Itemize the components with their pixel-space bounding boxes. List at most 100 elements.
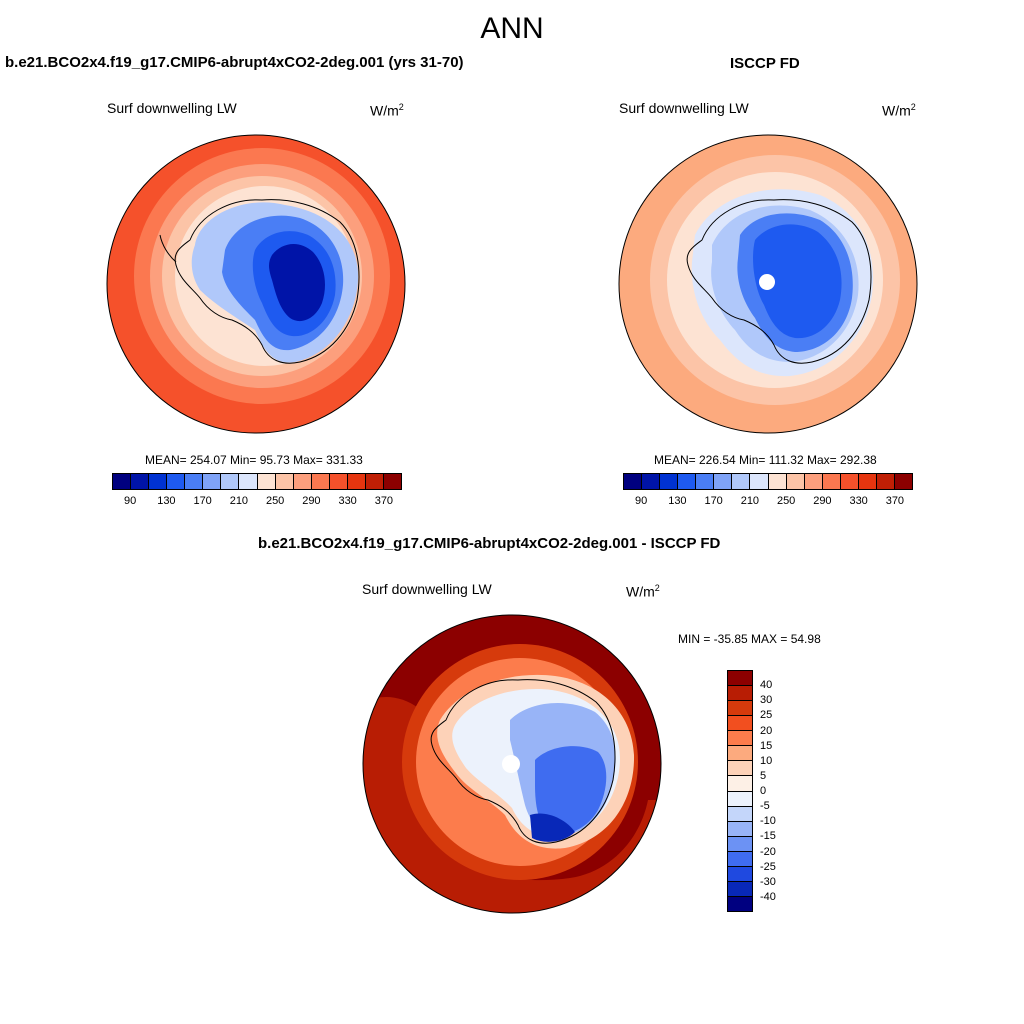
colorbar-tick-label: -30 [760,875,776,888]
panel-3-ice-sheet [535,746,607,834]
panel-3-stats: MIN = -35.85 MAX = 54.98 [678,632,821,646]
panel-2-coastline [686,199,872,364]
colorbar-tick-label: 20 [760,724,773,737]
panel-2-band [650,155,900,405]
colorbar-swatch [804,474,823,489]
panel-1-ice-sheet [222,215,344,351]
colorbar-swatch [894,474,912,489]
panel-2-ice-sheet [711,205,859,362]
colorbar-tick-label: 370 [374,495,394,507]
colorbar-swatch [728,866,752,882]
panel-2-colorbar-ticks: 90 130 170 210 250 290 330 370 [623,495,911,509]
colorbar-tick-label: 0 [760,785,767,797]
panel-1-ice-sheet [252,231,336,337]
colorbar-swatch [131,474,150,489]
colorbar-tick-label: 30 [760,694,773,707]
panel-1-band [134,148,390,404]
colorbar-tick-label: 5 [760,769,767,782]
panel-3-units: W/m2 [626,583,660,600]
colorbar-swatch [293,474,312,489]
colorbar-swatch [840,474,859,489]
colorbar-swatch [257,474,276,489]
colorbar-swatch [728,746,752,762]
panel-2-missing-data-pole [759,274,775,290]
panel-3-band [416,658,624,866]
colorbar-tick-label: 90 [124,495,137,507]
panel-3-ocean-field [363,615,661,913]
panel-1-ocean-field [107,135,405,433]
panel-3-ice-sheet [510,702,616,836]
panel-1-variable-label: Surf downwelling LW [107,100,237,116]
panel-3-band [402,644,638,880]
panel-3-anomaly-band [363,696,661,913]
colorbar-swatch [728,806,752,822]
colorbar-swatch [149,474,168,489]
panel-2-units: W/m2 [882,102,916,119]
colorbar-tick-label: 10 [760,754,773,767]
panel-1-ice-sheet [191,202,359,363]
panel-1-ice-sheet [269,244,325,322]
panel-1-band [150,164,374,388]
panel-3-map-border [362,614,662,914]
colorbar-swatch [728,791,752,807]
panel-1-title: b.e21.BCO2x4.f19_g17.CMIP6-abrupt4xCO2-2… [5,54,464,71]
colorbar-tick-label: 290 [302,495,321,507]
panel-2-ocean-field [619,135,917,433]
panel-2-map-border [618,134,918,434]
colorbar-swatch [786,474,805,489]
colorbar-swatch [750,474,769,489]
colorbar-tick-label: -25 [760,860,776,873]
panel-2-title: ISCCP FD [730,55,800,72]
colorbar-tick-label: 250 [776,495,796,507]
colorbar-tick-label: 330 [338,495,357,507]
colorbar-tick-label: 170 [193,495,212,507]
panel-2-stats: MEAN= 226.54 Min= 111.32 Max= 292.38 [654,453,877,467]
colorbar-swatch [728,896,752,911]
colorbar-tick-label: 250 [265,495,285,507]
colorbar-tick-label: -5 [760,800,770,813]
colorbar-swatch [728,731,752,747]
colorbar-swatch [714,474,733,489]
colorbar-swatch [365,474,384,489]
panel-2-ice-sheet [753,224,842,339]
colorbar-swatch [347,474,366,489]
colorbar-tick-label: -15 [760,830,776,843]
colorbar-swatch [728,686,752,702]
colorbar-swatch [732,474,751,489]
colorbar-tick-label: 15 [760,739,773,752]
colorbar-tick-label: 370 [885,495,905,507]
colorbar-tick-label: 290 [813,495,832,507]
colorbar-swatch [728,851,752,867]
figure-title: ANN [480,12,544,45]
colorbar-swatch [696,474,715,489]
colorbar-swatch [221,474,240,489]
colorbar-swatch [876,474,895,489]
panel-3-colorbar-ticks: 40 30 25 20 15 10 5 0 -5 -10 -15 -20 -25 -30 -40 [760,670,800,910]
colorbar-tick-label: 210 [229,495,249,507]
colorbar-tick-label: 90 [635,495,648,507]
colorbar-swatch [203,474,222,489]
panel-3-ice-sheet [452,689,620,837]
colorbar-swatch [728,671,752,687]
colorbar-tick-label: 330 [849,495,868,507]
colorbar-tick-label: 210 [740,495,760,507]
panel-3-missing-data-pole [502,755,520,773]
panel-1-coastline [159,199,360,364]
colorbar-tick-label: -10 [760,815,776,828]
colorbar-swatch [728,881,752,897]
panel-3-colorbar [727,670,753,912]
panel-2-band [667,172,883,388]
colorbar-swatch [728,821,752,837]
colorbar-tick-label: 170 [704,495,723,507]
colorbar-swatch [167,474,186,489]
colorbar-tick-label: 130 [157,495,176,507]
panel-1-band [175,186,355,366]
colorbar-swatch [642,474,661,489]
panel-2-variable-label: Surf downwelling LW [619,100,749,116]
panel-3-ice-sheet [530,813,575,842]
colorbar-swatch [624,474,643,489]
panel-2-ice-sheet [691,189,874,377]
colorbar-swatch [728,701,752,717]
